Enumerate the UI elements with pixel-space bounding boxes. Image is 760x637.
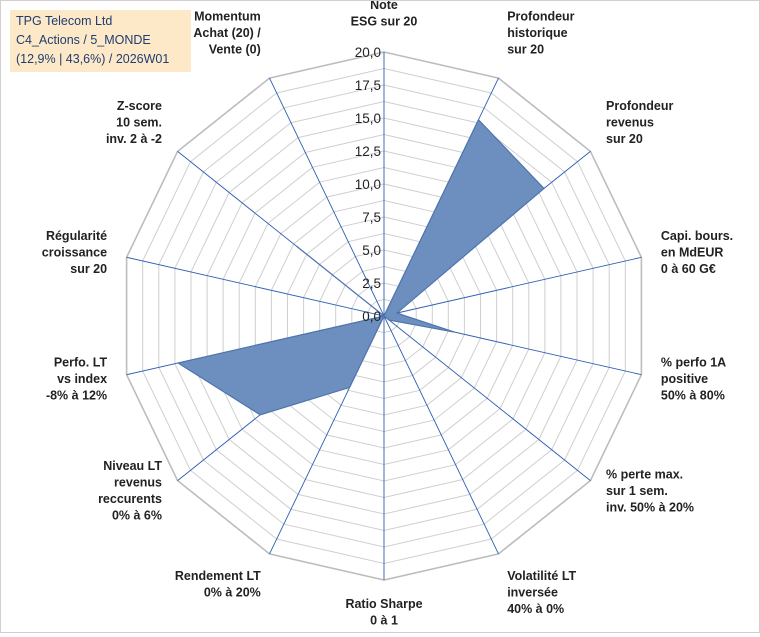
tick-label: 15,0 <box>355 111 381 126</box>
tick-label: 10,0 <box>355 177 381 192</box>
tick-labels: 0,0 2,5 5,0 7,5 10,0 12,5 15,0 17,5 20,0 <box>355 45 381 324</box>
category-label: Régularité croissance sur 20 <box>42 229 107 276</box>
tick-label: 5,0 <box>362 243 381 258</box>
category-label: Rendement LT 0% à 20% <box>175 569 261 600</box>
category-label: Momentum Achat (20) / Vente (0) <box>193 10 261 57</box>
tick-label: 2,5 <box>362 276 381 291</box>
category-labels: Note ESG sur 20 Profondeur historique sur 20… <box>42 0 733 628</box>
category-label: Capi. bours. en MdEUR 0 à 60 G€ <box>661 229 733 276</box>
category-label: % perfo 1A positive 50% à 80% <box>661 355 726 402</box>
tick-label: 0,0 <box>362 309 381 324</box>
category-label: Profondeur revenus sur 20 <box>606 99 673 146</box>
category-label: Profondeur historique sur 20 <box>507 10 574 57</box>
axis-spoke <box>383 256 642 317</box>
tick-label: 20,0 <box>355 45 381 60</box>
category-label: Perfo. LT vs index -8% à 12% <box>46 355 108 402</box>
portfolio-label: C4_Actions / 5_MONDE <box>16 33 151 47</box>
axis-spoke <box>383 315 591 481</box>
tick-label: 7,5 <box>362 210 381 225</box>
title-box: TPG Telecom Ltd C4_Actions / 5_MONDE (12… <box>10 10 191 72</box>
company-name: TPG Telecom Ltd <box>16 14 113 28</box>
category-label: Note ESG sur 20 <box>351 1 418 29</box>
category-label: % perte max. sur 1 sem. inv. 50% à 20% <box>606 467 694 514</box>
category-label: Z-score 10 sem. inv. 2 à -2 <box>106 99 162 146</box>
series-area <box>176 118 545 416</box>
category-label: Ratio Sharpe 0 à 1 <box>345 597 422 628</box>
category-label: Niveau LT revenus reccurents 0% à 6% <box>98 459 162 522</box>
tick-label: 17,5 <box>355 78 381 93</box>
axis-spoke <box>383 315 499 555</box>
period-label: (12,9% | 43,6%) / 2026W01 <box>16 52 170 66</box>
category-label: Volatilité LT inversée 40% à 0% <box>507 569 576 616</box>
tick-label: 12,5 <box>355 144 381 159</box>
axis-spoke <box>126 256 385 317</box>
axis-spoke <box>269 77 385 317</box>
